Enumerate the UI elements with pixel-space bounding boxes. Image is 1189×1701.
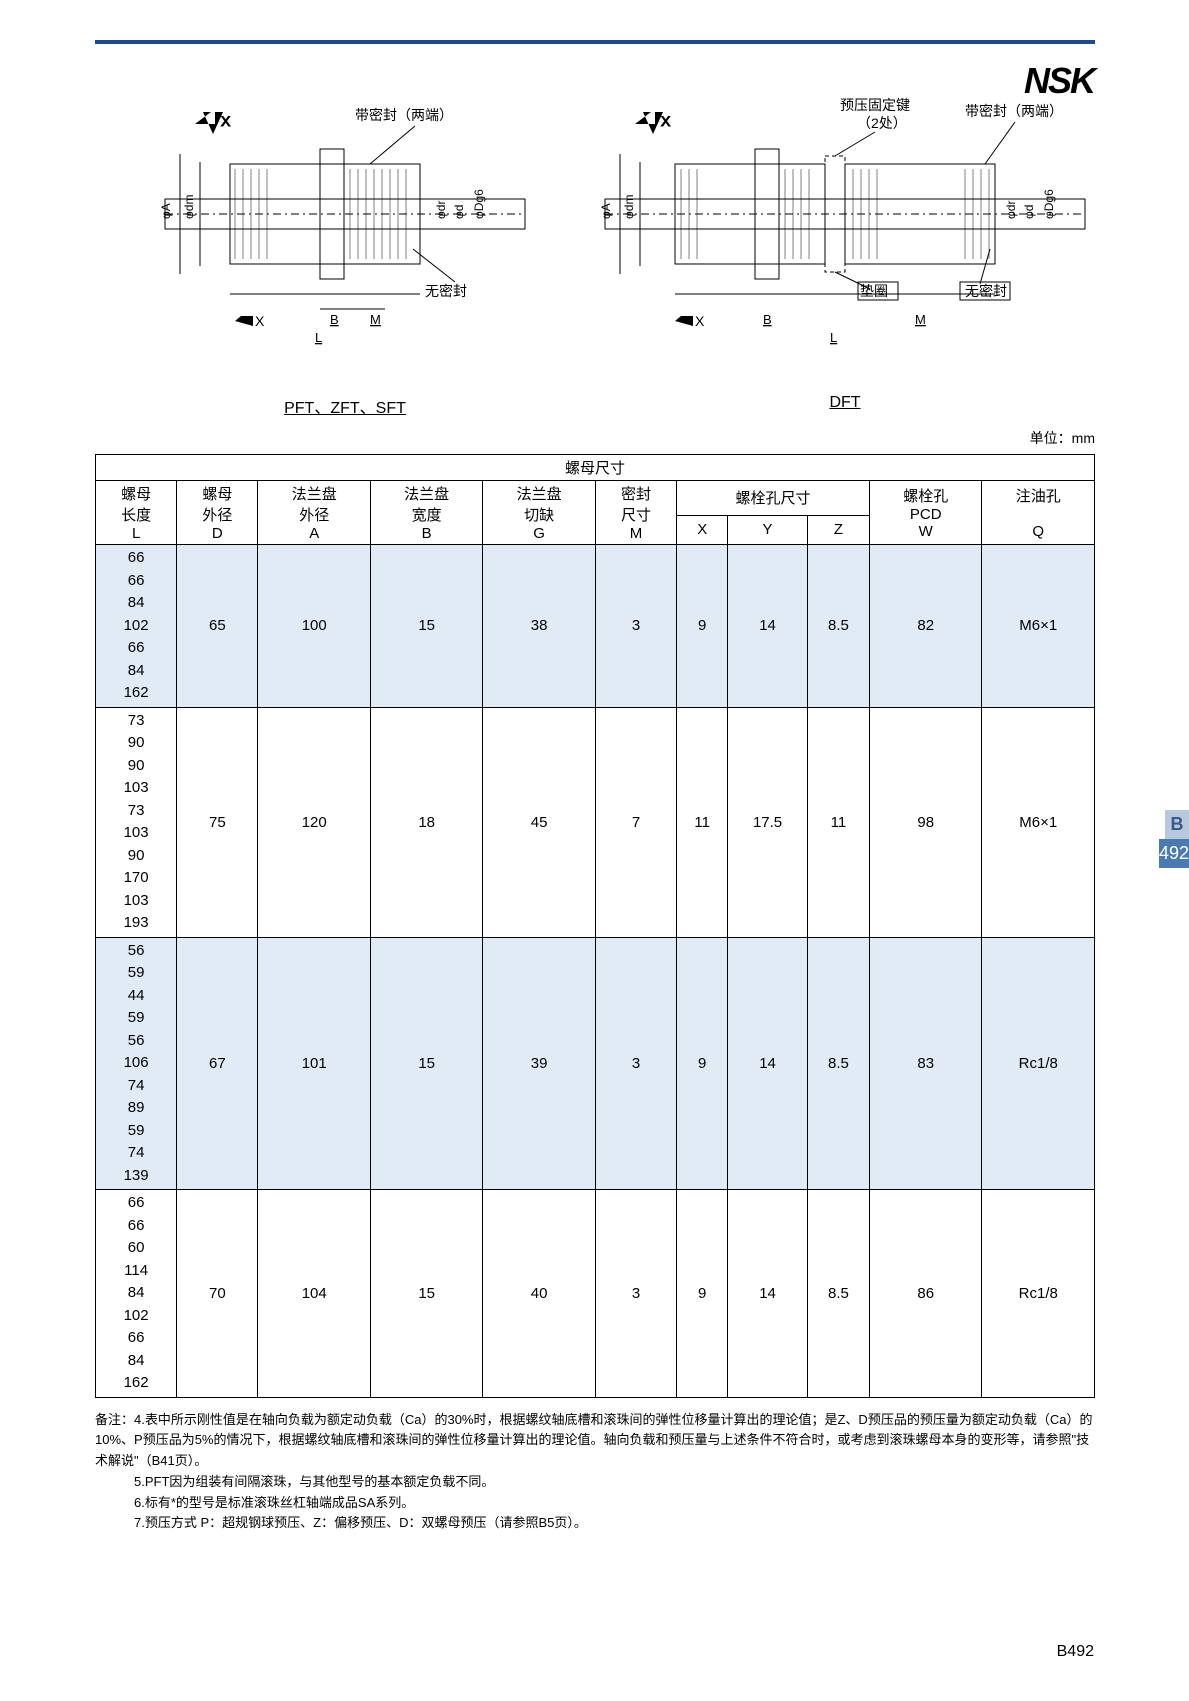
svg-text:φDg6: φDg6 [472, 189, 486, 219]
notes: 备注：4.表中所示刚性值是在轴向负载为额定动负载（Ca）的30%时，根据螺纹轴底… [95, 1410, 1095, 1535]
svg-text:φd: φd [452, 205, 466, 219]
side-tab: B 492 [1159, 810, 1189, 868]
svg-text:φA: φA [159, 203, 173, 219]
table-row: 666684102668416265100153839148.582M6×1 [96, 545, 1095, 708]
svg-text:B: B [330, 312, 339, 327]
svg-text:φdr: φdr [1004, 201, 1018, 219]
svg-text:带密封（两端）: 带密封（两端） [965, 103, 1063, 119]
header-rule [95, 40, 1095, 44]
svg-text:M: M [915, 312, 926, 327]
brand-logo: NSK [1024, 60, 1094, 102]
svg-text:X: X [255, 313, 265, 329]
svg-text:无密封: 无密封 [965, 283, 1007, 299]
svg-text:X: X [221, 113, 231, 129]
page-number: B492 [1057, 1643, 1094, 1661]
th-L: 螺母长度L [96, 481, 177, 545]
unit-label: 单位：mm [95, 428, 1095, 448]
th-A: 法兰盘外径A [258, 481, 370, 545]
th-G: 法兰盘切缺G [483, 481, 595, 545]
th-D: 螺母外径D [177, 481, 258, 545]
th-M: 密封尺寸M [595, 481, 676, 545]
svg-text:φdm: φdm [182, 195, 196, 219]
table-row: 56594459561067489597413967101153939148.5… [96, 937, 1095, 1190]
dimensions-table: 螺母尺寸 螺母长度L 螺母外径D 法兰盘外径A 法兰盘宽度B 法兰盘切缺G 密封… [95, 454, 1095, 1398]
th-Z: Z [807, 515, 869, 544]
th-W: 螺栓孔PCDW [870, 481, 982, 545]
svg-text:M: M [370, 312, 381, 327]
seal-label: 带密封（两端） [355, 107, 453, 123]
no-seal-label: 无密封 [425, 283, 467, 299]
table-group-header: 螺母尺寸 [96, 455, 1095, 481]
table-row: 66666011484102668416270104154039148.586R… [96, 1190, 1095, 1398]
svg-text:B: B [763, 312, 772, 327]
svg-text:（2处）: （2处） [857, 115, 907, 131]
fig-label-left: PFT、ZFT、SFT [95, 394, 595, 418]
th-X: X [677, 515, 728, 544]
svg-text:L: L [830, 330, 837, 345]
svg-text:φdm: φdm [622, 195, 636, 219]
svg-text:X: X [695, 313, 705, 329]
svg-text:垫圈: 垫圈 [860, 283, 888, 299]
svg-text:L: L [315, 330, 322, 345]
th-bolt: 螺栓孔尺寸 [677, 481, 870, 516]
table-row: 739090103731039017010319375120184571117.… [96, 707, 1095, 937]
diagrams-row: X [125, 94, 1095, 354]
diagram-pft: X [125, 94, 545, 354]
svg-text:φDg6: φDg6 [1042, 189, 1056, 219]
diagram-dft: X [585, 94, 1105, 354]
svg-text:预压固定键: 预压固定键 [840, 97, 910, 113]
svg-text:φA: φA [599, 203, 613, 219]
svg-text:φd: φd [1022, 205, 1036, 219]
svg-text:X: X [661, 113, 671, 129]
fig-label-right: DFT [595, 394, 1095, 418]
svg-text:φdr: φdr [434, 201, 448, 219]
th-B: 法兰盘宽度B [370, 481, 482, 545]
th-Q: 注油孔Q [982, 481, 1095, 545]
th-Y: Y [728, 515, 808, 544]
